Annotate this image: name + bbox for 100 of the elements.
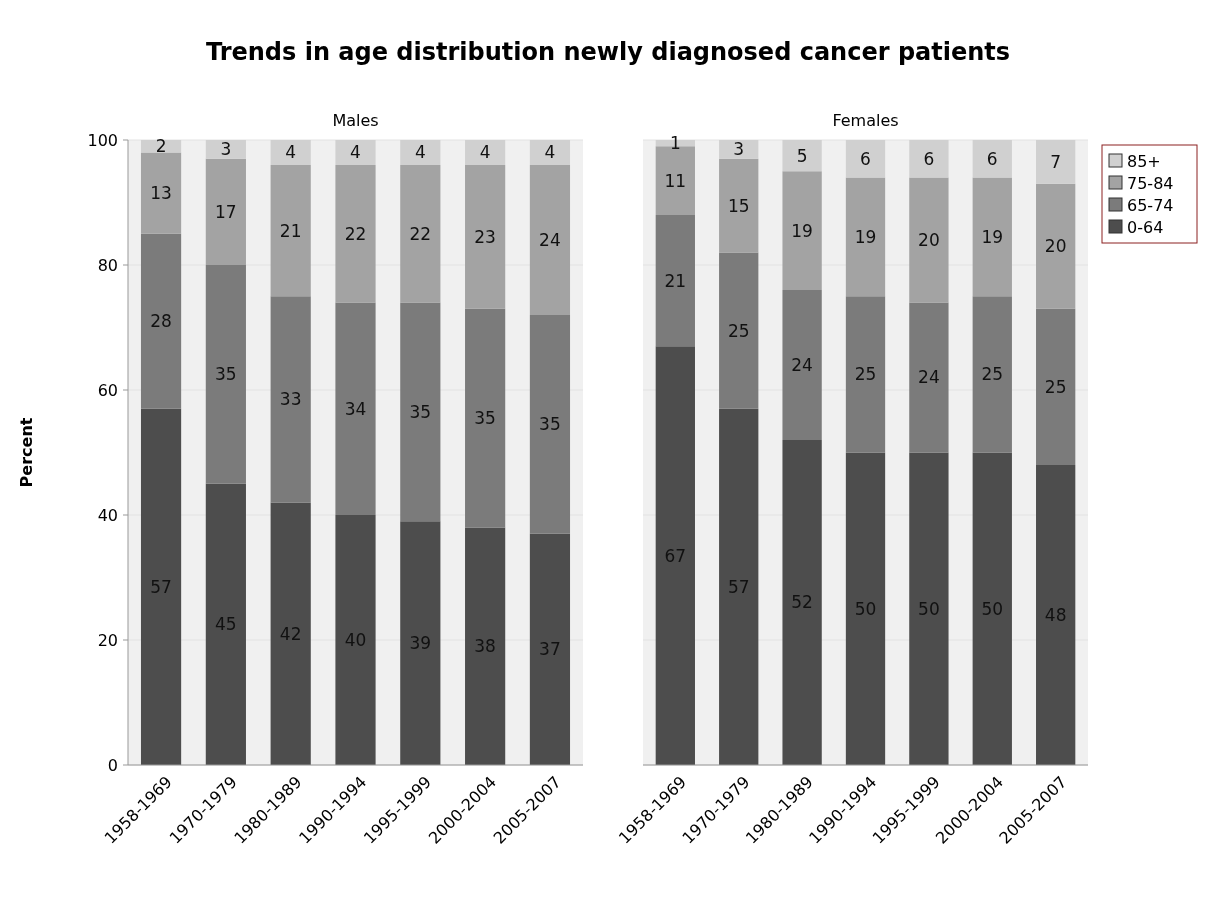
data-label: 4 [350, 142, 361, 163]
data-label: 40 [344, 629, 367, 650]
bar [655, 215, 695, 347]
bar [845, 177, 886, 297]
data-label: 4 [414, 142, 426, 163]
data-label: 24 [918, 367, 940, 388]
bar [270, 296, 311, 503]
data-label: 1 [669, 133, 681, 154]
legend-label: 75-84 [1127, 173, 1174, 193]
bar [205, 483, 246, 765]
data-label: 3 [733, 139, 745, 160]
data-label: 35 [409, 401, 432, 422]
bar [335, 302, 376, 515]
data-label: 25 [854, 364, 877, 385]
bar [335, 165, 376, 303]
data-label: 42 [279, 623, 302, 644]
bar [335, 140, 376, 165]
data-label: 23 [474, 226, 496, 247]
data-label: 13 [150, 183, 172, 204]
chart-title: Trends in age distribution newly diagnosed cancer patients [205, 38, 1011, 66]
data-label: 11 [664, 170, 687, 191]
bar [400, 521, 441, 765]
data-label: 20 [1044, 236, 1067, 257]
bar [140, 152, 182, 234]
bar [400, 140, 441, 165]
data-label: 17 [215, 201, 237, 222]
data-label: 4 [479, 142, 491, 163]
bar [529, 315, 571, 534]
chart-subtitle: Females [832, 111, 899, 130]
data-label: 50 [918, 598, 940, 619]
data-label: 57 [727, 576, 750, 597]
data-label: 50 [854, 598, 877, 619]
data-label: 19 [854, 226, 877, 247]
bar [140, 140, 182, 153]
bar [140, 233, 182, 409]
data-label: 57 [150, 576, 172, 597]
data-label: 37 [539, 639, 561, 660]
data-label: 3 [220, 139, 232, 160]
bar [270, 140, 311, 165]
bar [972, 452, 1012, 765]
bar [465, 308, 506, 528]
data-label: 19 [981, 226, 1004, 247]
data-label: 35 [215, 364, 237, 385]
bar [465, 527, 506, 765]
bar [782, 140, 822, 172]
data-label: 24 [791, 354, 813, 375]
bar [1036, 465, 1076, 765]
bar [845, 296, 886, 453]
bar [782, 171, 822, 290]
bar [400, 165, 441, 303]
bar [655, 346, 695, 765]
chart-subtitle: Males [332, 111, 379, 130]
legend-label: 65-74 [1127, 195, 1174, 215]
bar [845, 452, 886, 765]
bar [972, 296, 1012, 453]
bar [909, 302, 949, 453]
bar [719, 158, 759, 253]
data-label: 4 [285, 142, 297, 163]
data-label: 34 [344, 398, 367, 419]
data-label: 35 [539, 414, 561, 435]
y-tick-label: 60 [97, 380, 118, 400]
data-label: 15 [727, 195, 750, 216]
legend-label: 85+ [1127, 151, 1161, 171]
bar [205, 140, 246, 159]
legend-label: 0-64 [1127, 217, 1164, 237]
bar [465, 165, 506, 309]
bar [909, 452, 949, 765]
bar [465, 140, 506, 165]
bar [972, 177, 1012, 297]
bar [972, 140, 1012, 178]
bar [782, 290, 822, 440]
data-label: 22 [409, 223, 432, 244]
data-label: 39 [409, 633, 432, 654]
data-label: 4 [544, 142, 556, 163]
bar [1036, 140, 1076, 184]
data-label: 35 [474, 408, 496, 429]
y-tick-label: 80 [97, 255, 118, 275]
data-label: 7 [1050, 151, 1062, 172]
bar [909, 177, 949, 303]
data-label: 25 [1044, 376, 1067, 397]
bar [335, 515, 376, 765]
bar [529, 533, 571, 765]
data-label: 2 [155, 136, 167, 157]
bar [909, 140, 949, 178]
bar [845, 140, 886, 178]
bar [529, 165, 571, 315]
data-label: 20 [918, 229, 940, 250]
bar [1036, 183, 1076, 309]
data-label: 6 [860, 148, 871, 169]
bar [1036, 308, 1076, 465]
bar [205, 158, 246, 265]
bar [719, 140, 759, 159]
data-label: 50 [981, 598, 1004, 619]
data-label: 21 [279, 220, 302, 241]
y-tick-label: 0 [107, 755, 118, 775]
bar [529, 140, 571, 165]
bar [719, 408, 759, 765]
bar [205, 265, 246, 484]
data-label: 28 [150, 311, 172, 332]
data-label: 45 [215, 614, 237, 635]
